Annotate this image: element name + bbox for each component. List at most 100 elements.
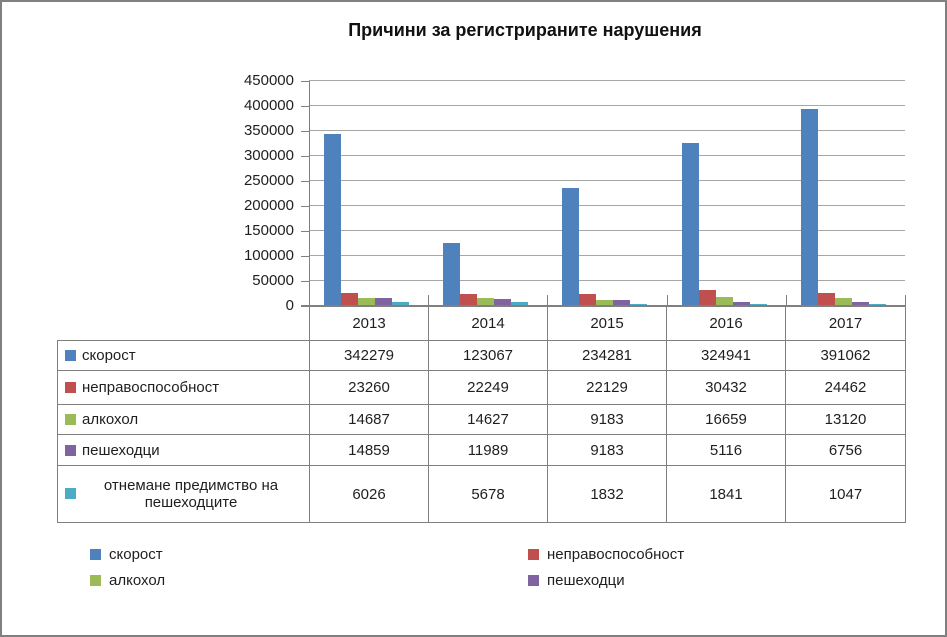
y-axis-label: 200000	[243, 197, 294, 214]
legend-key-icon	[90, 575, 101, 586]
series-key-icon	[65, 487, 76, 499]
y-axis-tick	[301, 281, 310, 282]
legend-key-icon	[528, 549, 539, 560]
value-cell: 6026	[309, 465, 429, 523]
chart-title: Причини за регистрираните нарушения	[348, 20, 702, 40]
bar-2015-series2	[596, 300, 614, 305]
data-table: 2013 2014 2015 2016 2017 скорост 342279 123067 2…	[57, 306, 906, 523]
legend-label: скорост	[109, 546, 163, 563]
value-cell: 22129	[547, 370, 667, 405]
y-axis-label: 400000	[243, 97, 294, 114]
value-cell: 14687	[309, 404, 429, 435]
y-axis-label: 250000	[243, 172, 294, 189]
y-axis-tick	[301, 206, 310, 207]
year-header-cell: 2016	[666, 306, 786, 341]
gridline	[309, 280, 905, 281]
bar-2015-series3	[613, 300, 631, 305]
y-axis-tick	[301, 106, 310, 107]
value-cell: 342279	[309, 340, 429, 371]
value-cell: 5116	[666, 434, 786, 466]
series-key-icon	[65, 350, 76, 361]
year-header-cell: 2015	[547, 306, 667, 341]
legend-item: неправоспособност	[528, 546, 684, 563]
category-tick	[428, 295, 429, 306]
y-axis-line	[309, 81, 310, 307]
y-axis-label: 450000	[243, 72, 294, 89]
bar-2017-series1	[817, 293, 835, 305]
bar-2013-series1	[341, 293, 358, 305]
bar-2014-series2	[477, 298, 495, 305]
value-cell: 16659	[666, 404, 786, 435]
year-header-cell: 2017	[785, 306, 906, 341]
gridline	[309, 155, 905, 156]
value-cell: 6756	[785, 434, 906, 466]
legend-item: скорост	[90, 546, 163, 563]
value-cell: 22249	[428, 370, 548, 405]
value-cell: 1832	[547, 465, 667, 523]
value-cell: 1047	[785, 465, 906, 523]
y-axis-tick	[301, 131, 310, 132]
gridline	[309, 80, 905, 81]
gridline	[309, 205, 905, 206]
series-key-icon	[65, 382, 76, 393]
value-cell: 13120	[785, 404, 906, 435]
table-row: неправоспособност 23260 22249 22129 30432 244…	[57, 370, 906, 405]
y-axis-label: 0	[285, 297, 294, 314]
x-axis-line	[301, 305, 905, 306]
y-axis-tick	[301, 256, 310, 257]
value-cell: 14859	[309, 434, 429, 466]
table-row: скорост 342279 123067 234281 324941 391062	[57, 340, 906, 371]
bar-2016-series2	[715, 297, 733, 305]
bar-2014-series4	[511, 302, 529, 305]
legend-label: пешеходци	[547, 572, 625, 589]
category-tick	[786, 295, 787, 306]
legend-label: неправоспособност	[547, 546, 685, 563]
bar-2016-series3	[732, 302, 750, 305]
series-label-cell: алкохол	[57, 404, 310, 435]
value-cell: 391062	[785, 340, 906, 371]
plot-area	[301, 80, 905, 306]
series-label-cell: пешеходци	[57, 434, 310, 466]
value-cell: 123067	[428, 340, 548, 371]
bar-2013-series2	[358, 298, 375, 305]
legend-label: алкохол	[109, 572, 166, 589]
bar-2013-series4	[392, 302, 409, 305]
bar-2017-series4	[868, 304, 886, 305]
bar-2015-series4	[630, 304, 648, 305]
value-cell: 9183	[547, 434, 667, 466]
value-cell: 14627	[428, 404, 548, 435]
series-label-cell: отнемане предимство на пешеходците	[57, 465, 310, 523]
y-axis-label: 100000	[243, 247, 294, 264]
legend-item: пешеходци	[528, 572, 625, 589]
legend-item: алкохол	[90, 572, 165, 589]
table-row: алкохол 14687 14627 9183 16659 13120	[57, 404, 906, 435]
bar-2017-series0	[800, 109, 818, 305]
bar-2016-series4	[749, 304, 767, 305]
bar-2013-series3	[375, 298, 392, 305]
series-label-cell: неправоспособност	[57, 370, 310, 405]
table-header-row: 2013 2014 2015 2016 2017	[58, 306, 906, 341]
gridline	[309, 180, 905, 181]
bar-2014-series0	[443, 243, 461, 305]
value-cell: 234281	[547, 340, 667, 371]
category-tick	[547, 295, 548, 306]
y-axis-tick	[301, 156, 310, 157]
bar-2014-series3	[494, 299, 512, 305]
legend-key-icon	[90, 549, 101, 560]
bar-2016-series1	[698, 290, 716, 305]
gridline	[309, 255, 905, 256]
bar-2016-series0	[681, 143, 699, 305]
year-header-cell: 2013	[309, 306, 429, 341]
bar-2014-series1	[460, 294, 478, 305]
y-axis-label: 50000	[252, 272, 294, 289]
gridline	[309, 105, 905, 106]
series-name: отнемане предимство на пешеходците	[103, 477, 279, 511]
gridline	[309, 230, 905, 231]
value-cell: 11989	[428, 434, 548, 466]
category-tick	[667, 295, 668, 306]
legend-key-icon	[528, 575, 539, 586]
year-header-cell: 2014	[428, 306, 548, 341]
gridline	[309, 130, 905, 131]
series-name: алкохол	[82, 411, 139, 428]
